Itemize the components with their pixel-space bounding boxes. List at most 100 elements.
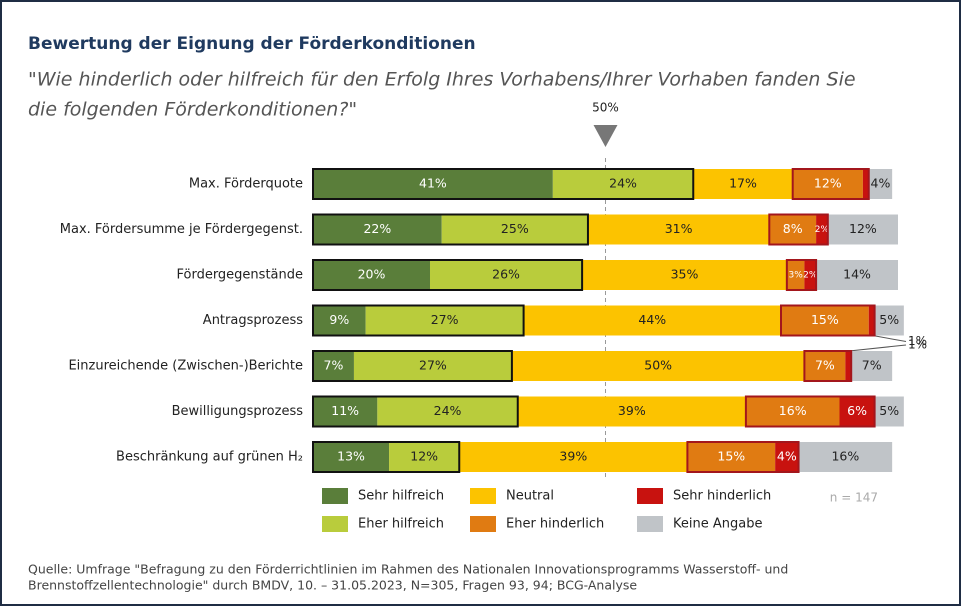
chart-title: Bewertung der Eignung der Förderkonditio…	[28, 34, 476, 54]
positive-outline	[312, 395, 519, 428]
bar-segment	[313, 351, 354, 381]
value-label: 24%	[609, 176, 637, 191]
bar-segment	[693, 169, 793, 199]
bar-segment	[851, 351, 893, 381]
value-label: 3%	[788, 271, 803, 281]
value-label: 22%	[363, 221, 391, 236]
value-label: 1%	[908, 334, 927, 348]
bar-segment	[862, 169, 869, 199]
bar-segment	[582, 260, 787, 290]
negative-outline	[791, 168, 870, 200]
bar-segment	[781, 305, 869, 336]
value-label: 16%	[779, 403, 807, 418]
bar-segment	[769, 214, 817, 245]
bar-segment	[441, 214, 588, 245]
bar-segment	[353, 351, 512, 381]
subtitle: "Wie hinderlich oder hilfreich für den E…	[28, 69, 856, 91]
legend-swatch	[637, 516, 663, 532]
value-label: 6%	[847, 403, 867, 418]
bar-segment	[389, 442, 460, 472]
positive-outline	[312, 350, 513, 382]
value-label: 7%	[324, 358, 344, 373]
reference-label: 50%	[592, 101, 619, 115]
value-label: 14%	[843, 267, 871, 282]
bar-segment	[745, 396, 840, 427]
bar-segment	[804, 351, 846, 381]
legend-label: Sehr hinderlich	[673, 489, 771, 504]
bar-segment	[313, 214, 442, 245]
positive-outline	[312, 168, 695, 200]
value-label: 35%	[671, 267, 699, 282]
negative-outline	[768, 213, 829, 246]
legend-label: Eher hinderlich	[506, 517, 604, 532]
value-label: 25%	[501, 221, 529, 236]
value-label: 9%	[329, 312, 349, 327]
source: Quelle: Umfrage "Befragung zu den Förder…	[28, 562, 788, 577]
bar-segment	[874, 305, 904, 336]
bar-segment	[816, 214, 828, 245]
bar-segment	[313, 396, 378, 427]
negative-outline	[785, 259, 818, 291]
bar-segment	[377, 396, 518, 427]
bar-segment	[523, 305, 781, 336]
category-label: Bewilligungsprozess	[172, 404, 304, 419]
value-label: 50%	[644, 358, 672, 373]
positive-outline	[312, 441, 461, 473]
bar-segment	[827, 214, 898, 245]
legend-label: Eher hilfreich	[358, 517, 444, 532]
value-label: 2%	[803, 271, 818, 281]
value-label: 15%	[811, 312, 839, 327]
value-label: 7%	[862, 358, 882, 373]
category-label: Antragsprozess	[203, 313, 303, 328]
bar-segment	[786, 260, 805, 290]
value-label: 16%	[831, 449, 859, 464]
legend-swatch	[322, 516, 348, 532]
bar-segment	[459, 442, 688, 472]
bar-segment	[792, 169, 863, 199]
value-label: 17%	[729, 176, 757, 191]
value-label: 44%	[638, 312, 666, 327]
n-note: n = 147	[830, 491, 878, 505]
bar-segment	[587, 214, 770, 245]
leader-line	[849, 344, 907, 352]
value-label: 5%	[879, 312, 899, 327]
category-label: Einzureichende (Zwischen-)Berichte	[68, 359, 303, 374]
category-label: Beschränkung auf grünen H₂	[116, 450, 303, 465]
value-label: 12%	[814, 176, 842, 191]
bar-segment	[313, 305, 366, 336]
value-label: 1%	[908, 338, 927, 352]
value-label: 12%	[849, 221, 877, 236]
bar-segment	[868, 169, 893, 199]
legend-label: Neutral	[506, 489, 554, 504]
value-label: 24%	[434, 403, 462, 418]
value-label: 13%	[337, 449, 365, 464]
bar-segment	[511, 351, 805, 381]
positive-outline	[312, 304, 525, 337]
leader-line	[872, 335, 907, 342]
bar-segment	[517, 396, 746, 427]
bar-segment	[798, 442, 893, 472]
bar-segment	[313, 260, 430, 290]
value-label: 39%	[559, 449, 587, 464]
value-label: 5%	[879, 403, 899, 418]
value-label: 4%	[777, 449, 797, 464]
category-label: Fördergegenstände	[176, 268, 303, 283]
bar-segment	[804, 260, 817, 290]
value-label: 31%	[665, 221, 693, 236]
bar-segment	[313, 442, 390, 472]
bar-segment	[687, 442, 776, 472]
bar-segment	[868, 305, 875, 336]
bar-segment	[839, 396, 875, 427]
legend-swatch	[322, 488, 348, 504]
value-label: 7%	[815, 358, 835, 373]
value-label: 8%	[783, 221, 803, 236]
negative-outline	[686, 441, 800, 473]
negative-outline	[780, 304, 876, 337]
value-label: 12%	[410, 449, 438, 464]
value-label: 11%	[331, 403, 359, 418]
legend-label: Keine Angabe	[673, 517, 762, 532]
value-label: 2%	[815, 225, 830, 235]
bar-segment	[552, 169, 694, 199]
legend-label: Sehr hilfreich	[358, 489, 444, 504]
